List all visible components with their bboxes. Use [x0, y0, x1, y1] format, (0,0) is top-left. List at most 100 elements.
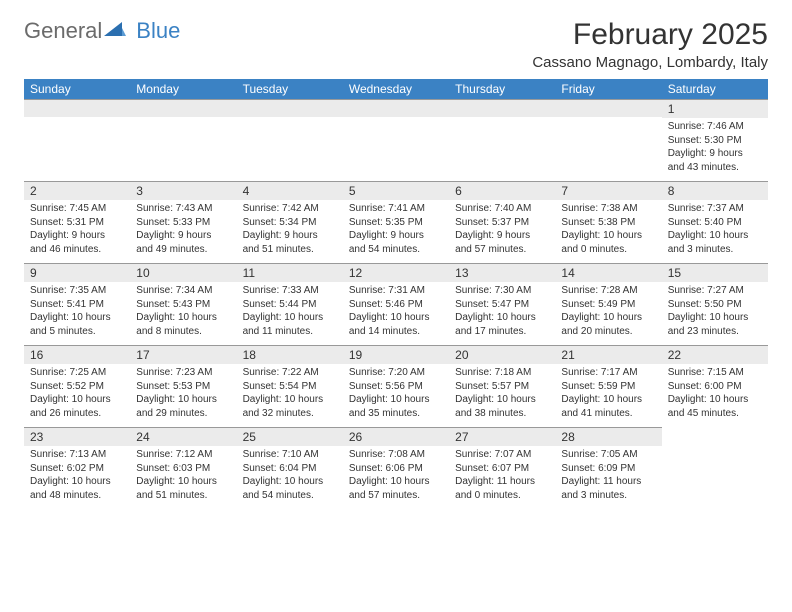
daylight-text: and 46 minutes. — [30, 243, 124, 257]
day-number: 26 — [343, 427, 449, 446]
day-details: Sunrise: 7:37 AMSunset: 5:40 PMDaylight:… — [662, 200, 768, 260]
day-number: 19 — [343, 345, 449, 364]
day-details: Sunrise: 7:15 AMSunset: 6:00 PMDaylight:… — [662, 364, 768, 424]
daylight-text: Daylight: 10 hours — [561, 393, 655, 407]
day-cell: 28Sunrise: 7:05 AMSunset: 6:09 PMDayligh… — [555, 427, 661, 509]
day-cell: 17Sunrise: 7:23 AMSunset: 5:53 PMDayligh… — [130, 345, 236, 427]
day-number-bar-empty — [555, 99, 661, 117]
sunrise-text: Sunrise: 7:33 AM — [243, 284, 337, 298]
sunset-text: Sunset: 5:30 PM — [668, 134, 762, 148]
daylight-text: and 35 minutes. — [349, 407, 443, 421]
week-row: 23Sunrise: 7:13 AMSunset: 6:02 PMDayligh… — [24, 427, 768, 509]
sunset-text: Sunset: 5:59 PM — [561, 380, 655, 394]
day-details: Sunrise: 7:38 AMSunset: 5:38 PMDaylight:… — [555, 200, 661, 260]
daylight-text: and 3 minutes. — [561, 489, 655, 503]
day-number: 8 — [662, 181, 768, 200]
day-number-bar-empty — [449, 99, 555, 117]
daylight-text: Daylight: 10 hours — [136, 393, 230, 407]
sunset-text: Sunset: 6:04 PM — [243, 462, 337, 476]
page-header: General Blue February 2025 Cassano Magna… — [24, 18, 768, 71]
day-cell: 18Sunrise: 7:22 AMSunset: 5:54 PMDayligh… — [237, 345, 343, 427]
daylight-text: and 38 minutes. — [455, 407, 549, 421]
sunset-text: Sunset: 5:57 PM — [455, 380, 549, 394]
day-details: Sunrise: 7:45 AMSunset: 5:31 PMDaylight:… — [24, 200, 130, 260]
sunset-text: Sunset: 5:47 PM — [455, 298, 549, 312]
week-row: 16Sunrise: 7:25 AMSunset: 5:52 PMDayligh… — [24, 345, 768, 427]
daylight-text: and 57 minutes. — [455, 243, 549, 257]
day-cell: 3Sunrise: 7:43 AMSunset: 5:33 PMDaylight… — [130, 181, 236, 263]
sunset-text: Sunset: 5:34 PM — [243, 216, 337, 230]
day-cell: 10Sunrise: 7:34 AMSunset: 5:43 PMDayligh… — [130, 263, 236, 345]
day-details: Sunrise: 7:05 AMSunset: 6:09 PMDaylight:… — [555, 446, 661, 506]
sunset-text: Sunset: 6:02 PM — [30, 462, 124, 476]
day-number: 15 — [662, 263, 768, 282]
daylight-text: Daylight: 10 hours — [30, 393, 124, 407]
daylight-text: Daylight: 10 hours — [455, 393, 549, 407]
sunset-text: Sunset: 5:54 PM — [243, 380, 337, 394]
sunset-text: Sunset: 5:46 PM — [349, 298, 443, 312]
day-details: Sunrise: 7:46 AMSunset: 5:30 PMDaylight:… — [662, 118, 768, 178]
week-row: 1Sunrise: 7:46 AMSunset: 5:30 PMDaylight… — [24, 99, 768, 181]
day-details: Sunrise: 7:20 AMSunset: 5:56 PMDaylight:… — [343, 364, 449, 424]
week-row: 9Sunrise: 7:35 AMSunset: 5:41 PMDaylight… — [24, 263, 768, 345]
daylight-text: Daylight: 10 hours — [561, 311, 655, 325]
sunrise-text: Sunrise: 7:15 AM — [668, 366, 762, 380]
calendar: Sunday Monday Tuesday Wednesday Thursday… — [24, 79, 768, 509]
daylight-text: Daylight: 9 hours — [136, 229, 230, 243]
day-cell — [343, 99, 449, 181]
daylight-text: and 57 minutes. — [349, 489, 443, 503]
sunrise-text: Sunrise: 7:37 AM — [668, 202, 762, 216]
logo-text-general: General — [24, 18, 102, 44]
logo-triangle-icon — [104, 20, 126, 43]
day-cell: 8Sunrise: 7:37 AMSunset: 5:40 PMDaylight… — [662, 181, 768, 263]
weekday-header-row: Sunday Monday Tuesday Wednesday Thursday… — [24, 79, 768, 99]
day-number: 23 — [24, 427, 130, 446]
day-cell: 25Sunrise: 7:10 AMSunset: 6:04 PMDayligh… — [237, 427, 343, 509]
daylight-text: and 3 minutes. — [668, 243, 762, 257]
month-title: February 2025 — [532, 18, 768, 52]
day-cell: 24Sunrise: 7:12 AMSunset: 6:03 PMDayligh… — [130, 427, 236, 509]
day-cell: 11Sunrise: 7:33 AMSunset: 5:44 PMDayligh… — [237, 263, 343, 345]
sunrise-text: Sunrise: 7:41 AM — [349, 202, 443, 216]
day-cell — [237, 99, 343, 181]
daylight-text: and 54 minutes. — [349, 243, 443, 257]
day-cell: 20Sunrise: 7:18 AMSunset: 5:57 PMDayligh… — [449, 345, 555, 427]
daylight-text: Daylight: 10 hours — [136, 475, 230, 489]
daylight-text: Daylight: 10 hours — [349, 311, 443, 325]
day-details: Sunrise: 7:22 AMSunset: 5:54 PMDaylight:… — [237, 364, 343, 424]
day-number-bar-empty — [343, 99, 449, 117]
daylight-text: Daylight: 10 hours — [668, 311, 762, 325]
location-text: Cassano Magnago, Lombardy, Italy — [532, 54, 768, 71]
sunset-text: Sunset: 5:35 PM — [349, 216, 443, 230]
sunset-text: Sunset: 5:37 PM — [455, 216, 549, 230]
day-number: 21 — [555, 345, 661, 364]
day-details: Sunrise: 7:34 AMSunset: 5:43 PMDaylight:… — [130, 282, 236, 342]
sunrise-text: Sunrise: 7:42 AM — [243, 202, 337, 216]
day-cell — [24, 99, 130, 181]
day-details: Sunrise: 7:12 AMSunset: 6:03 PMDaylight:… — [130, 446, 236, 506]
day-cell: 5Sunrise: 7:41 AMSunset: 5:35 PMDaylight… — [343, 181, 449, 263]
day-cell: 4Sunrise: 7:42 AMSunset: 5:34 PMDaylight… — [237, 181, 343, 263]
daylight-text: and 41 minutes. — [561, 407, 655, 421]
daylight-text: Daylight: 10 hours — [455, 311, 549, 325]
day-number-bar-empty — [237, 99, 343, 117]
day-number: 6 — [449, 181, 555, 200]
day-details: Sunrise: 7:41 AMSunset: 5:35 PMDaylight:… — [343, 200, 449, 260]
sunrise-text: Sunrise: 7:22 AM — [243, 366, 337, 380]
day-details: Sunrise: 7:28 AMSunset: 5:49 PMDaylight:… — [555, 282, 661, 342]
sunset-text: Sunset: 5:56 PM — [349, 380, 443, 394]
sunrise-text: Sunrise: 7:38 AM — [561, 202, 655, 216]
sunset-text: Sunset: 5:40 PM — [668, 216, 762, 230]
sunrise-text: Sunrise: 7:07 AM — [455, 448, 549, 462]
daylight-text: and 48 minutes. — [30, 489, 124, 503]
day-details: Sunrise: 7:08 AMSunset: 6:06 PMDaylight:… — [343, 446, 449, 506]
sunset-text: Sunset: 5:38 PM — [561, 216, 655, 230]
sunset-text: Sunset: 5:44 PM — [243, 298, 337, 312]
sunrise-text: Sunrise: 7:23 AM — [136, 366, 230, 380]
day-number: 16 — [24, 345, 130, 364]
day-cell: 19Sunrise: 7:20 AMSunset: 5:56 PMDayligh… — [343, 345, 449, 427]
weekday-header: Thursday — [449, 79, 555, 99]
sunrise-text: Sunrise: 7:18 AM — [455, 366, 549, 380]
sunset-text: Sunset: 5:41 PM — [30, 298, 124, 312]
day-cell: 9Sunrise: 7:35 AMSunset: 5:41 PMDaylight… — [24, 263, 130, 345]
